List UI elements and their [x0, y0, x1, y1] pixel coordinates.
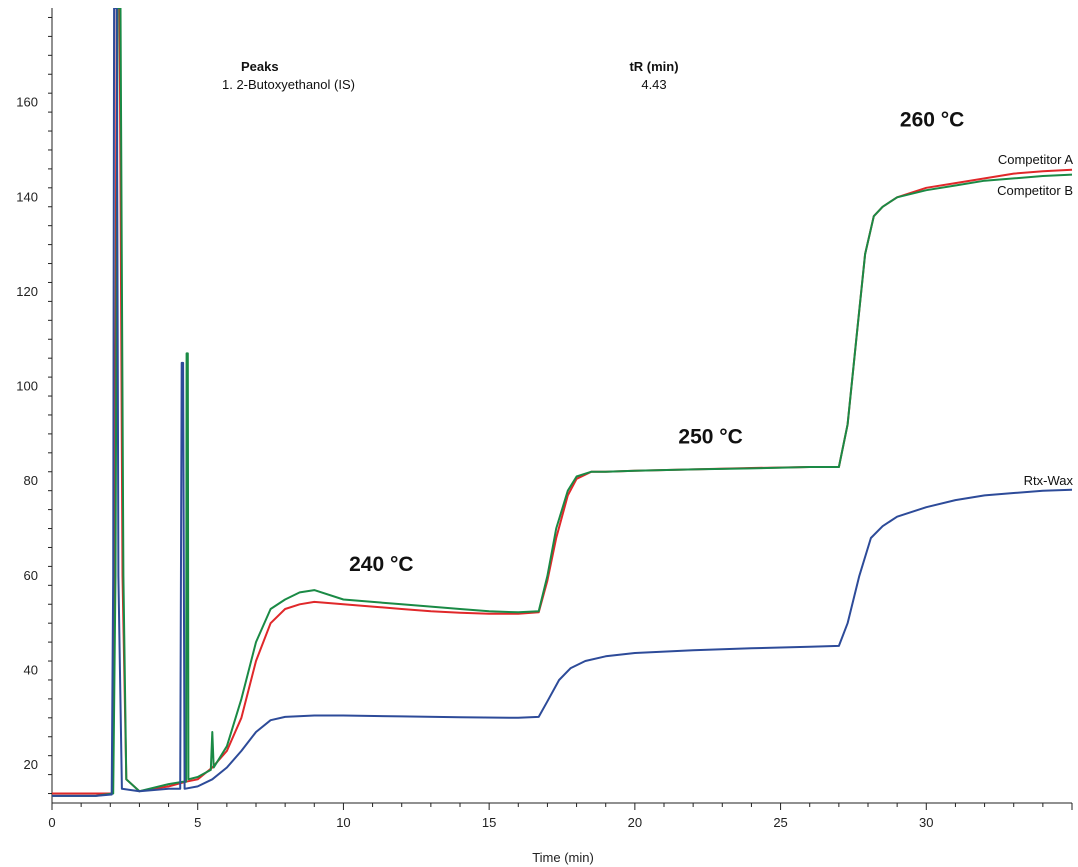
x-tick-label: 20: [628, 815, 642, 830]
peak-row-label: 1. 2-Butoxyethanol (IS): [222, 77, 355, 92]
y-tick-label: 80: [24, 473, 38, 488]
temperature-label: 260 °C: [900, 108, 964, 131]
temperature-label: 240 °C: [349, 553, 413, 576]
peak-table: Peaks tR (min) 1. 2-Butoxyethanol (IS) 4…: [222, 59, 679, 92]
x-tick-label: 5: [194, 815, 201, 830]
peak-table-header: Peaks: [241, 59, 279, 74]
series-labels: Competitor A Competitor B Rtx-Wax: [997, 152, 1073, 488]
x-ticks: 0 5 10 15 20 25 30: [48, 803, 1073, 830]
x-tick-label: 15: [482, 815, 496, 830]
series-line-2: [52, 8, 1073, 797]
peak-row-retention-time: 4.43: [641, 77, 666, 92]
y-ticks: 20 40 60 80 100 120 140 160: [16, 16, 52, 795]
x-tick-label: 30: [919, 815, 933, 830]
temperature-annotations: 240 °C 250 °C 260 °C: [349, 108, 964, 576]
temperature-label: 250 °C: [678, 425, 742, 448]
series-label: Competitor A: [998, 152, 1073, 167]
axes: [51, 8, 1072, 804]
x-tick-label: 10: [336, 815, 350, 830]
y-tick-label: 40: [24, 663, 38, 678]
y-tick-label: 20: [24, 757, 38, 772]
x-axis-title: Time (min): [532, 850, 594, 865]
y-tick-label: 160: [16, 95, 38, 110]
y-tick-label: 120: [16, 284, 38, 299]
y-tick-label: 60: [24, 568, 38, 583]
y-tick-label: 140: [16, 189, 38, 204]
series-line-1: [52, 8, 1073, 797]
plot-area: [52, 8, 1073, 797]
x-tick-label: 25: [773, 815, 787, 830]
retention-time-header: tR (min): [629, 59, 678, 74]
x-tick-label: 0: [48, 815, 55, 830]
series-label: Competitor B: [997, 183, 1073, 198]
y-tick-label: 100: [16, 379, 38, 394]
series-label: Rtx-Wax: [1024, 473, 1074, 488]
